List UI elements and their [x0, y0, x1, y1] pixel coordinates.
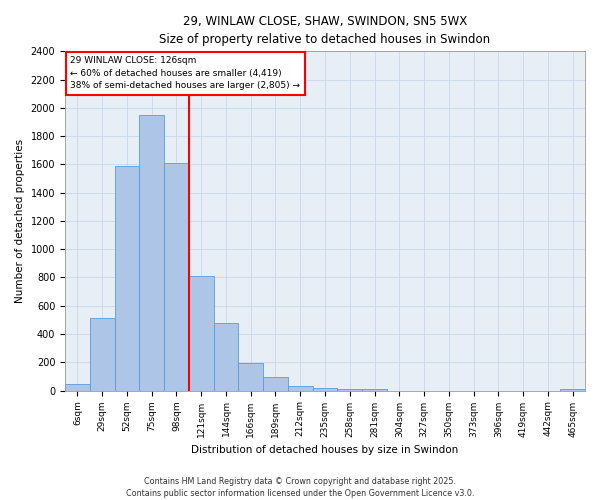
Text: Contains HM Land Registry data © Crown copyright and database right 2025.
Contai: Contains HM Land Registry data © Crown c… — [126, 476, 474, 498]
Bar — [288, 386, 313, 390]
Bar — [115, 166, 139, 390]
Bar — [362, 389, 387, 390]
Bar — [139, 115, 164, 390]
Bar — [189, 276, 214, 390]
Bar — [164, 163, 189, 390]
Bar — [90, 318, 115, 390]
Bar — [214, 322, 238, 390]
Bar — [337, 389, 362, 390]
Y-axis label: Number of detached properties: Number of detached properties — [15, 139, 25, 303]
X-axis label: Distribution of detached houses by size in Swindon: Distribution of detached houses by size … — [191, 445, 458, 455]
Bar — [313, 388, 337, 390]
Bar — [263, 377, 288, 390]
Text: 29 WINLAW CLOSE: 126sqm
← 60% of detached houses are smaller (4,419)
38% of semi: 29 WINLAW CLOSE: 126sqm ← 60% of detache… — [70, 56, 300, 90]
Bar — [238, 363, 263, 390]
Bar — [560, 389, 585, 390]
Bar — [65, 384, 90, 390]
Title: 29, WINLAW CLOSE, SHAW, SWINDON, SN5 5WX
Size of property relative to detached h: 29, WINLAW CLOSE, SHAW, SWINDON, SN5 5WX… — [160, 15, 491, 46]
